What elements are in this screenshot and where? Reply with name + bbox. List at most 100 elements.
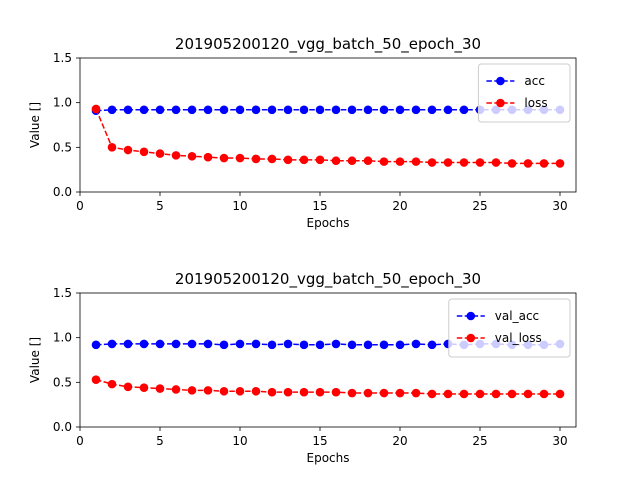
- chart-1-series-acc-point: [203, 105, 213, 115]
- chart-2-series-val_loss-point: [123, 382, 133, 392]
- chart-1-series-loss-point: [507, 159, 517, 168]
- chart-1-series-loss-point: [523, 159, 533, 168]
- chart-1-series-loss-point: [539, 159, 549, 168]
- chart-1-series-acc-point: [347, 105, 357, 115]
- chart-2-series-val_acc-point: [203, 339, 213, 349]
- chart-1-x-tick-label: 30: [552, 199, 567, 213]
- chart-2-series-val_acc-line: [95, 343, 561, 346]
- chart-2-series-val_acc-point: [171, 339, 181, 349]
- chart-1-series-loss-point: [459, 158, 469, 167]
- chart-1-series-loss-point: [427, 158, 437, 167]
- chart-2-series-val_loss-point: [315, 387, 325, 397]
- chart-2-series-val_loss-point: [491, 389, 501, 399]
- chart-1-series-acc-point: [411, 105, 421, 115]
- chart-2-series-val_acc-point: [107, 339, 117, 349]
- chart-1-series-acc-point: [443, 105, 453, 115]
- chart-1-series-loss-point: [331, 156, 341, 166]
- chart-1-series-loss-point: [475, 158, 485, 167]
- chart-2-series-val_loss-point: [219, 386, 229, 396]
- chart-1-series-loss-point: [267, 154, 277, 164]
- chart-2-series-val_loss-point: [475, 389, 485, 399]
- chart-2-series-val_loss-point: [283, 387, 293, 397]
- chart-2-series-val_acc-point: [267, 340, 277, 350]
- chart-1-series-loss-point: [235, 153, 245, 163]
- chart-1-series-acc-point: [315, 105, 325, 115]
- chart-2-series-val_acc-point: [395, 340, 405, 350]
- chart-2-series-val_loss-point: [299, 387, 309, 397]
- chart-2-series-val_acc-point: [315, 340, 325, 350]
- chart-2-series-val_loss-line: [95, 378, 560, 395]
- chart-2-series-val_loss-point: [331, 387, 341, 397]
- chart-2-series-val_acc-point: [219, 340, 229, 350]
- chart-1-series-loss-point: [283, 155, 293, 165]
- chart-1-x-tick-label: 10: [232, 199, 247, 213]
- chart-1-legend-acc-label: acc: [524, 74, 545, 88]
- chart-2-x-tick-label: 10: [232, 434, 247, 448]
- chart-1-series-acc-point: [251, 105, 261, 115]
- chart-2-series-val_loss-point: [235, 386, 245, 396]
- chart-1-series-loss-point: [363, 156, 373, 166]
- chart-2-series-val_loss-point: [555, 389, 565, 399]
- chart-2-series-val_loss-point: [427, 389, 437, 399]
- chart-1-x-tick-label: 0: [76, 199, 84, 213]
- chart-1-x-tick-label: 5: [156, 199, 164, 213]
- chart-2-legend-val_acc-label: val_acc: [495, 309, 539, 323]
- chart-2-legend-val_acc-marker: [466, 311, 476, 321]
- chart-2-x-tick-label: 30: [552, 434, 567, 448]
- chart-2-series-val_loss-point: [363, 388, 373, 398]
- chart-1-legend-loss-label: loss: [524, 96, 547, 110]
- chart-1-series-loss-point: [395, 157, 405, 166]
- chart-2-legend-val_loss-marker: [466, 333, 476, 343]
- chart-1-plot-frame: [79, 57, 577, 193]
- chart-1-series-acc-point: [395, 105, 405, 115]
- chart-1-series-loss-point: [299, 155, 309, 165]
- chart-1-series-acc-point: [107, 105, 117, 115]
- chart-1-x-tick-label: 25: [472, 199, 487, 213]
- chart-2-series-val_acc-point: [123, 339, 133, 349]
- chart-1-series-acc-point: [187, 105, 197, 115]
- chart-2-series-val_loss-point: [107, 379, 117, 389]
- chart-2-series-val_acc-point: [379, 340, 389, 350]
- chart-1-series-loss-point: [139, 147, 149, 157]
- chart-2-series-val_loss-point: [187, 386, 197, 395]
- chart-1-series-loss-point: [379, 157, 389, 166]
- chart-2-x-tick-label: 20: [392, 434, 407, 448]
- chart-1-series-loss-point: [251, 154, 261, 164]
- chart-1-series-loss-point: [187, 151, 197, 161]
- chart-2-x-axis-label: Epochs: [307, 451, 350, 465]
- chart-1-series-loss-point: [347, 156, 357, 166]
- chart-1-series-acc-point: [219, 105, 229, 115]
- chart-2-series-val_acc-point: [139, 339, 149, 349]
- chart-1-y-tick-label: 1.5: [53, 51, 72, 65]
- chart-1-series-loss-point: [411, 157, 421, 166]
- chart-1-series-acc-point: [267, 105, 277, 115]
- chart-1-legend-loss-marker: [496, 98, 505, 108]
- chart-2-y-tick-label: 1.0: [53, 331, 72, 345]
- chart-2-y-tick-label: 0.0: [53, 420, 72, 434]
- chart-1-series-loss-point: [443, 158, 453, 167]
- chart-2-series-val_loss-point: [523, 389, 533, 399]
- chart-1-y-axis-label: Value []: [28, 102, 42, 148]
- chart-2-series-val_loss-point: [91, 375, 101, 384]
- chart-1-series-loss-point: [203, 152, 213, 162]
- chart-1-series-loss-point: [491, 158, 501, 167]
- chart-2-title: 201905200120_vgg_batch_50_epoch_30: [175, 270, 481, 289]
- chart-1-series-acc-point: [331, 105, 341, 115]
- chart-1-series-acc-point: [427, 105, 437, 115]
- chart-2-y-axis-label: Value []: [28, 337, 42, 383]
- chart-2-series-val_acc-point: [251, 339, 261, 349]
- chart-1-series-loss-point: [219, 153, 229, 163]
- chart-2-series-val_loss-point: [443, 389, 453, 399]
- chart-1-series-loss-point: [315, 155, 325, 165]
- chart-2-series-val_loss-point: [203, 386, 213, 395]
- chart-2-legend-val_loss-label: val_loss: [495, 331, 542, 345]
- chart-1-y-tick-label: 0.0: [53, 185, 72, 199]
- chart-2-series-val_loss-point: [347, 388, 357, 398]
- chart-2-series-val_acc-point: [347, 340, 357, 350]
- chart-1-series-acc-point: [363, 105, 373, 115]
- chart-2-legend-box: [448, 298, 571, 358]
- chart-2-series-val_loss-point: [251, 386, 261, 396]
- chart-1-legend-box: [477, 63, 571, 123]
- chart-2-series-val_loss-point: [395, 388, 405, 398]
- chart-2-series-val_acc-point: [187, 339, 197, 349]
